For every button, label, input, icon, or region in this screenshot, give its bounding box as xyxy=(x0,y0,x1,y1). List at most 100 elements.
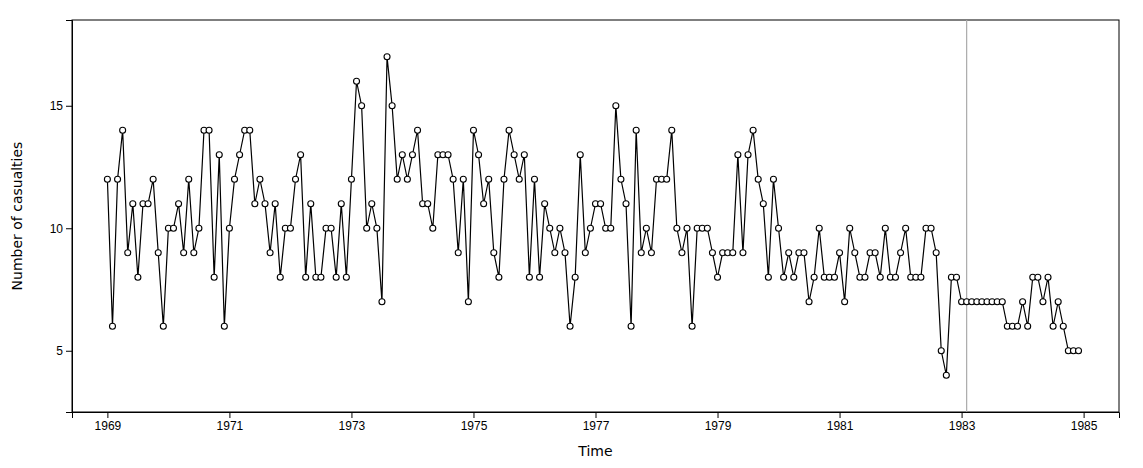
point xyxy=(298,152,304,158)
point xyxy=(928,225,934,231)
point xyxy=(425,201,431,207)
point xyxy=(267,250,273,256)
point xyxy=(562,250,568,256)
point xyxy=(760,201,766,207)
point xyxy=(216,152,222,158)
y-tick: 5 xyxy=(56,344,72,358)
point xyxy=(1035,274,1041,280)
x-tick-mark xyxy=(473,412,474,418)
point xyxy=(1045,274,1051,280)
point xyxy=(882,225,888,231)
point xyxy=(318,274,324,280)
point xyxy=(369,201,375,207)
x-tick-label: 1979 xyxy=(705,419,732,433)
point xyxy=(496,274,502,280)
x-tick: 1975 xyxy=(461,412,488,433)
x-tick-label: 1973 xyxy=(339,419,366,433)
x-tick-label: 1981 xyxy=(827,419,854,433)
point xyxy=(379,299,385,305)
x-tick-mark xyxy=(351,412,352,418)
point xyxy=(343,274,349,280)
point xyxy=(831,274,837,280)
point xyxy=(806,299,812,305)
point xyxy=(852,250,858,256)
y-axis-line xyxy=(66,21,73,413)
point xyxy=(191,250,197,256)
x-axis-line xyxy=(73,413,1120,419)
point xyxy=(384,54,390,60)
point xyxy=(877,274,883,280)
y-tick: 10 xyxy=(50,222,72,236)
point xyxy=(160,323,166,329)
point xyxy=(247,127,253,133)
point xyxy=(542,201,548,207)
point xyxy=(552,250,558,256)
point xyxy=(1025,323,1031,329)
point xyxy=(664,176,670,182)
point xyxy=(211,274,217,280)
point xyxy=(206,127,212,133)
point xyxy=(572,274,578,280)
x-tick-mark xyxy=(718,412,719,418)
y-tick-label: 5 xyxy=(56,344,63,358)
point xyxy=(526,274,532,280)
point xyxy=(115,176,121,182)
point xyxy=(715,274,721,280)
point xyxy=(374,225,380,231)
point xyxy=(943,372,949,378)
point xyxy=(801,250,807,256)
point xyxy=(582,250,588,256)
point xyxy=(953,274,959,280)
point xyxy=(130,201,136,207)
point xyxy=(511,152,517,158)
point xyxy=(567,323,573,329)
x-tick: 1971 xyxy=(217,412,244,433)
point xyxy=(272,201,278,207)
chart: 1969 1971 1973 1975 1977 1979 1981 1983 1985 5 10 1… xyxy=(0,0,1143,468)
point xyxy=(109,323,115,329)
point xyxy=(933,250,939,256)
point xyxy=(328,225,334,231)
x-tick: 1981 xyxy=(827,412,854,433)
point xyxy=(557,225,563,231)
point xyxy=(150,176,156,182)
point xyxy=(135,274,141,280)
point xyxy=(892,274,898,280)
point xyxy=(786,250,792,256)
x-tick-label: 1971 xyxy=(217,419,244,433)
point xyxy=(364,225,370,231)
point xyxy=(186,176,192,182)
point xyxy=(918,274,924,280)
point xyxy=(348,176,354,182)
point xyxy=(333,274,339,280)
point xyxy=(455,250,461,256)
point xyxy=(633,127,639,133)
y-axis-title: Number of casualties xyxy=(9,142,25,291)
point xyxy=(898,250,904,256)
x-tick-mark xyxy=(962,412,963,418)
point xyxy=(547,225,553,231)
point xyxy=(847,225,853,231)
x-tick: 1985 xyxy=(1071,412,1098,433)
x-tick: 1969 xyxy=(95,412,122,433)
point xyxy=(460,176,466,182)
x-tick-label: 1977 xyxy=(583,419,610,433)
point xyxy=(537,274,543,280)
point xyxy=(938,348,944,354)
point xyxy=(781,274,787,280)
point xyxy=(501,176,507,182)
point xyxy=(608,225,614,231)
x-tick-label: 1975 xyxy=(461,419,488,433)
point xyxy=(409,152,415,158)
point xyxy=(486,176,492,182)
point xyxy=(232,176,238,182)
point xyxy=(623,201,629,207)
point xyxy=(465,299,471,305)
point xyxy=(704,225,710,231)
x-tick: 1983 xyxy=(949,412,976,433)
point xyxy=(415,127,421,133)
point xyxy=(1055,299,1061,305)
y-tick: 15 xyxy=(50,99,72,113)
point xyxy=(628,323,634,329)
point xyxy=(837,250,843,256)
